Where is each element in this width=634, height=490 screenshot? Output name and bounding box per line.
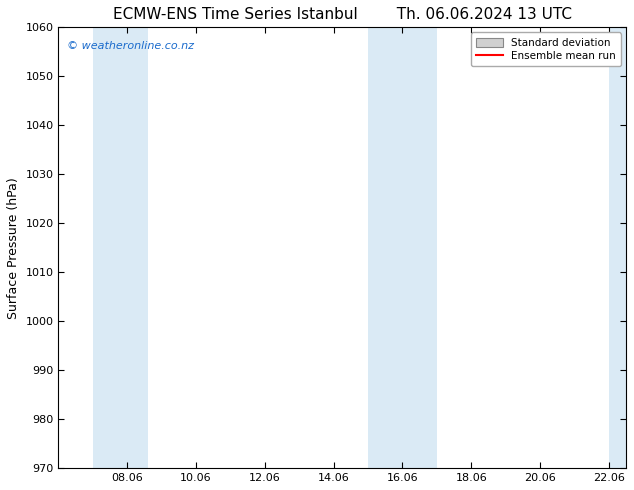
Text: © weatheronline.co.nz: © weatheronline.co.nz: [67, 41, 194, 50]
Bar: [93, 27, 148, 468]
Bar: [368, 27, 437, 468]
Bar: [609, 27, 626, 468]
Y-axis label: Surface Pressure (hPa): Surface Pressure (hPa): [7, 177, 20, 318]
Legend: Standard deviation, Ensemble mean run: Standard deviation, Ensemble mean run: [471, 32, 621, 67]
Title: ECMW-ENS Time Series Istanbul        Th. 06.06.2024 13 UTC: ECMW-ENS Time Series Istanbul Th. 06.06.…: [113, 7, 572, 22]
